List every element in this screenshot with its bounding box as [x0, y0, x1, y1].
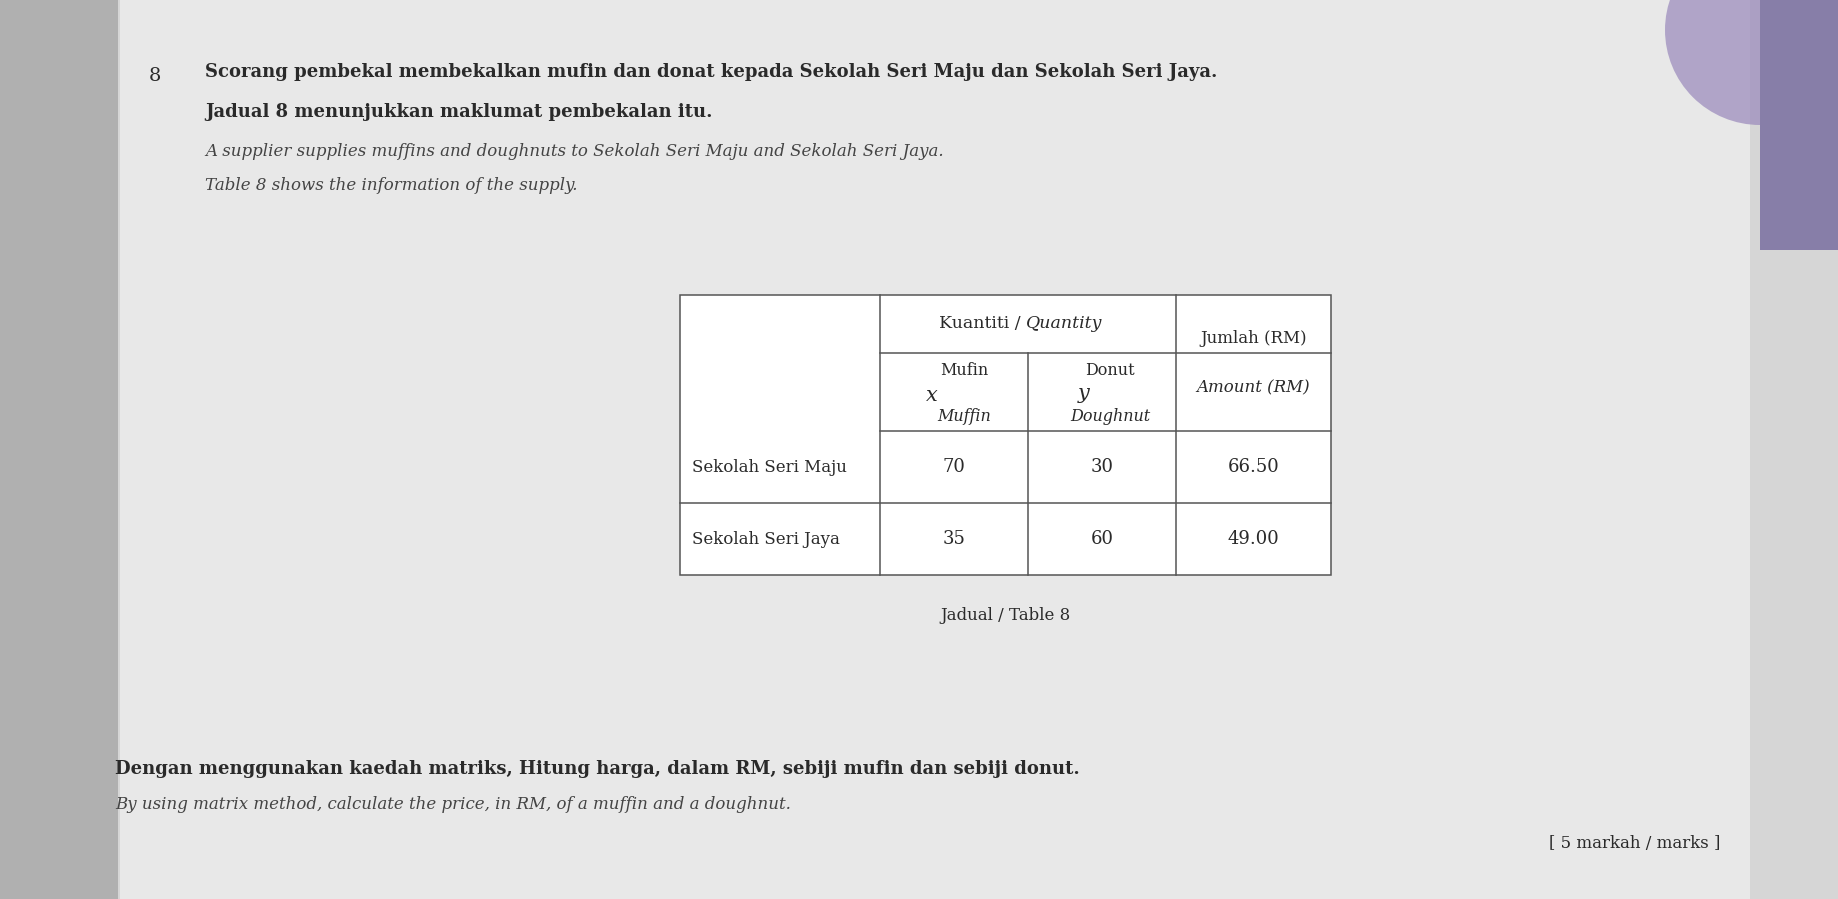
Bar [0, 0, 118, 899]
Text: Amount (RM): Amount (RM) [1197, 379, 1310, 396]
Text: [ 5 markah / marks ]: [ 5 markah / marks ] [1549, 835, 1720, 852]
Text: 30: 30 [1090, 458, 1114, 476]
Bar [1761, 0, 1838, 250]
Text: 35: 35 [943, 530, 965, 548]
Text: 49.00: 49.00 [1228, 530, 1279, 548]
Text: Jadual / Table 8: Jadual / Table 8 [941, 607, 1070, 624]
Text: By using matrix method, calculate the price, in RM, of a muffin and a doughnut.: By using matrix method, calculate the pr… [116, 796, 790, 813]
Text: Doughnut: Doughnut [1070, 408, 1151, 425]
Text: Jadual 8 menunjukkan maklumat pembekalan itu.: Jadual 8 menunjukkan maklumat pembekalan… [206, 103, 713, 121]
Bar [119, 0, 1750, 899]
Text: 8: 8 [149, 67, 162, 85]
Wedge shape [1665, 0, 1761, 125]
Text: Dengan menggunakan kaedah matriks, Hitung harga, dalam RM, sebiji mufin dan sebi: Dengan menggunakan kaedah matriks, Hitun… [116, 760, 1079, 778]
Text: A supplier supplies muffins and doughnuts to Sekolah Seri Maju and Sekolah Seri : A supplier supplies muffins and doughnut… [206, 143, 943, 160]
Text: Muffin: Muffin [937, 408, 991, 425]
Text: Kuantiti /: Kuantiti / [939, 316, 1026, 333]
Text: Scorang pembekal membekalkan mufin dan donat kepada Sekolah Seri Maju dan Sekola: Scorang pembekal membekalkan mufin dan d… [206, 63, 1217, 81]
Text: Mufin: Mufin [939, 361, 989, 378]
Text: 66.50: 66.50 [1228, 458, 1279, 476]
Text: 70: 70 [943, 458, 965, 476]
Text: y: y [1079, 384, 1090, 403]
Text: Sekolah Seri Jaya: Sekolah Seri Jaya [691, 530, 840, 547]
Text: Donut: Donut [1084, 361, 1134, 378]
Text: Sekolah Seri Maju: Sekolah Seri Maju [691, 458, 847, 476]
Text: Jumlah (RM): Jumlah (RM) [1200, 330, 1307, 347]
Text: Table 8 shows the information of the supply.: Table 8 shows the information of the sup… [206, 177, 577, 194]
Text: 60: 60 [1090, 530, 1114, 548]
Bar [680, 295, 1331, 575]
Text: x: x [926, 387, 937, 405]
Text: Quantity: Quantity [1026, 316, 1103, 333]
